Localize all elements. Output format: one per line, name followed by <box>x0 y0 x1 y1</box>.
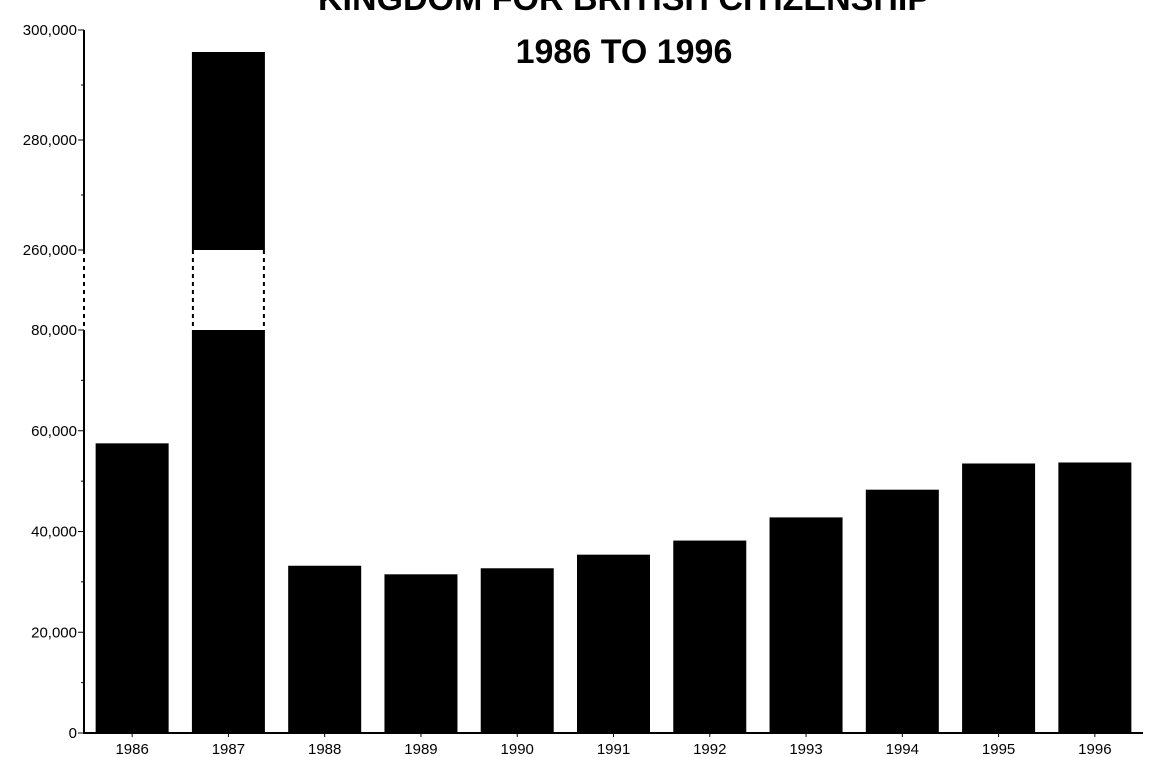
y-tick-label-60000: 60,000 <box>31 423 77 440</box>
x-axis-ticks: 1986 1987 1988 1989 1990 1991 1992 1993 1994 1995… <box>115 733 1112 757</box>
x-tick-label-1993: 1993 <box>789 741 822 757</box>
bar-1986 <box>95 443 169 733</box>
x-tick-label-1995: 1995 <box>982 741 1015 757</box>
bar-1993 <box>769 517 843 733</box>
x-tick-label-1991: 1991 <box>597 741 630 757</box>
x-tick-label-1992: 1992 <box>693 741 726 757</box>
y-axis-ticks: 0 20,000 40,000 60,000 80,000 260,000 280,000 3… <box>23 22 84 742</box>
y-tick-label-260000: 260,000 <box>23 242 77 259</box>
bar-1991 <box>577 554 650 733</box>
x-tick-label-1989: 1989 <box>404 741 437 757</box>
title-line-1: KINGDOM FOR BRITISH CITIZENSHIP <box>318 0 930 18</box>
bar-1988 <box>288 565 362 733</box>
bar-1994 <box>865 489 939 733</box>
y-tick-label-280000: 280,000 <box>23 132 77 149</box>
bar-1995 <box>962 463 1036 733</box>
x-tick-label-1990: 1990 <box>501 741 534 757</box>
title-line-2: 1986 TO 1996 <box>516 33 733 71</box>
y-tick-label-20000: 20,000 <box>31 624 77 641</box>
x-tick-label-1986: 1986 <box>115 741 148 757</box>
x-tick-label-1988: 1988 <box>308 741 341 757</box>
y-tick-label-40000: 40,000 <box>31 524 77 541</box>
bars <box>95 52 1132 733</box>
chart-title: KINGDOM FOR BRITISH CITIZENSHIP 1986 TO … <box>318 0 930 71</box>
y-tick-label-300000: 300,000 <box>23 22 77 39</box>
bar-1987-upper <box>191 52 265 250</box>
bar-1996 <box>1058 462 1132 733</box>
y-tick-label-80000: 80,000 <box>31 322 77 339</box>
x-tick-label-1994: 1994 <box>886 741 919 757</box>
bar-1987 <box>191 330 265 733</box>
bar-1992 <box>673 540 747 733</box>
x-tick-label-1996: 1996 <box>1078 741 1111 757</box>
x-tick-label-1987: 1987 <box>212 741 245 757</box>
y-tick-label-0: 0 <box>69 725 77 742</box>
bar-1990 <box>480 568 554 733</box>
bar-1989 <box>384 574 458 733</box>
